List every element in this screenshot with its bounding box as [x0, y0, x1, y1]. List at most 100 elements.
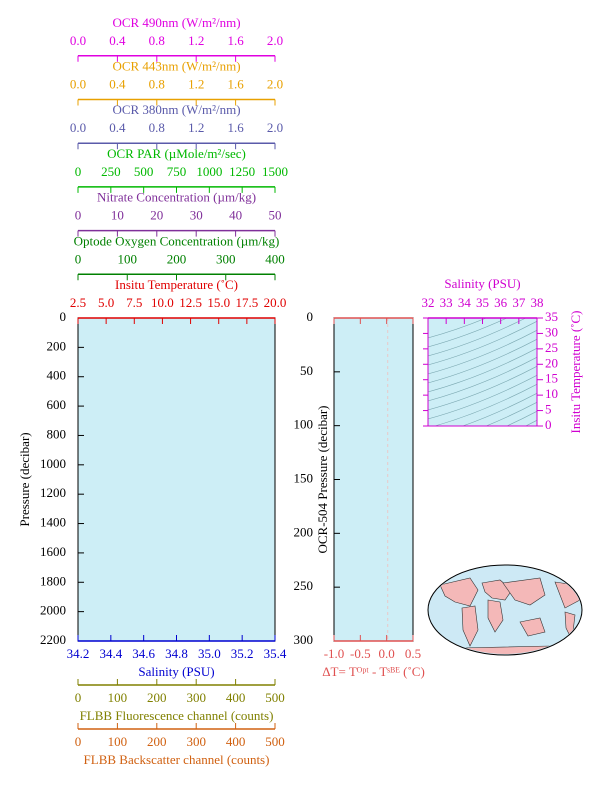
tick-label: 1.6 [227, 33, 244, 48]
tick-label: 0.0 [379, 646, 395, 661]
y-tick-label: 0 [545, 417, 552, 432]
tick-label: 20.0 [264, 295, 287, 310]
tick-label: 2.5 [70, 295, 86, 310]
tick-label: 0 [75, 690, 82, 705]
y-tick-label: 50 [300, 363, 313, 378]
contour [525, 419, 537, 426]
tick-label: 17.5 [235, 295, 258, 310]
axis-title: OCR 443nm (W/m²/nm) [112, 58, 240, 73]
density-contours [420, 318, 545, 547]
main-plot-area [78, 318, 275, 641]
tick-label: 35.2 [231, 646, 254, 661]
tick-label: 1.2 [188, 33, 204, 48]
tick-label: 0.8 [149, 120, 165, 135]
tick-label: 35 [476, 295, 489, 310]
ts-plot-area [428, 318, 537, 426]
y-tick-label: 1200 [40, 485, 66, 500]
tick-label: 34.2 [67, 646, 90, 661]
contour [420, 470, 545, 520]
tick-label: 1.6 [227, 120, 244, 135]
tick-label: 34.4 [99, 646, 122, 661]
y-tick-label: 0 [307, 309, 314, 324]
tick-label: 0.5 [405, 646, 421, 661]
contour [433, 383, 537, 426]
y-tick-label: 20 [545, 355, 558, 370]
contour [420, 488, 545, 538]
tick-label: 0 [75, 164, 82, 179]
contour [428, 356, 537, 402]
tick-label: 1500 [262, 164, 288, 179]
axis-title: Insitu Temperature (˚C) [115, 277, 238, 292]
tick-label: 36 [494, 295, 508, 310]
axis-title: ΔT= Tᴼᵖᵗ - Tˢᴮᴱ (˚C) [322, 664, 425, 679]
y-tick-label: 600 [47, 397, 67, 412]
axis-title: OCR PAR (µMole/m²/sec) [107, 146, 246, 161]
tick-label: 12.5 [179, 295, 202, 310]
y-tick-label: 1000 [40, 456, 66, 471]
y-tick-label: 2200 [40, 632, 66, 647]
tick-label: 1.6 [227, 76, 244, 91]
contour [420, 452, 545, 502]
tick-label: 20 [150, 208, 163, 223]
tick-label: -1.0 [324, 646, 345, 661]
tick-label: 34.8 [165, 646, 188, 661]
y-tick-label: 1800 [40, 573, 66, 588]
contour [420, 443, 545, 493]
tick-label: 38 [531, 295, 544, 310]
tick-label: -0.5 [350, 646, 371, 661]
y-tick-label: 400 [47, 368, 67, 383]
tick-label: 0 [75, 251, 82, 266]
contour [428, 318, 487, 339]
y-tick-label: 150 [294, 470, 314, 485]
tick-label: 100 [108, 690, 128, 705]
tick-label: 0.4 [109, 76, 126, 91]
tick-label: 500 [134, 164, 154, 179]
tick-label: 35.4 [264, 646, 287, 661]
y-tick-label: 1400 [40, 515, 66, 530]
tick-label: 2.0 [267, 76, 283, 91]
contour [420, 434, 545, 484]
contour [428, 338, 537, 384]
contour [506, 410, 537, 426]
tick-label: 2.0 [267, 33, 283, 48]
y-tick-label: 5 [545, 402, 552, 417]
contour [420, 425, 545, 475]
tick-label: 500 [265, 690, 285, 705]
tick-label: 0.0 [70, 76, 86, 91]
tick-label: 37 [512, 295, 526, 310]
tick-label: 300 [186, 734, 206, 749]
tick-label: 5.0 [98, 295, 114, 310]
y-tick-label: 200 [47, 338, 67, 353]
y-tick-label: 2000 [40, 603, 66, 618]
tick-label: 0.0 [70, 120, 86, 135]
tick-label: 40 [229, 208, 242, 223]
tick-label: 30 [190, 208, 203, 223]
tick-label: 200 [167, 251, 187, 266]
tick-label: 0.8 [149, 33, 165, 48]
tick-label: 7.5 [126, 295, 142, 310]
tick-label: 250 [101, 164, 121, 179]
y-tick-label: 0 [60, 309, 67, 324]
tick-label: 0 [75, 208, 82, 223]
tick-label: 0 [75, 734, 82, 749]
tick-label: 500 [265, 734, 285, 749]
tick-label: 1.2 [188, 120, 204, 135]
tick-label: 100 [118, 251, 138, 266]
tick-label: 32 [422, 295, 435, 310]
tick-label: 2.0 [267, 120, 283, 135]
tick-label: 15.0 [207, 295, 230, 310]
x-axis-title: Salinity (PSU) [444, 276, 520, 291]
tick-label: 1250 [229, 164, 255, 179]
tick-label: 1000 [196, 164, 222, 179]
axis-title: Optode Oxygen Concentration (µm/kg) [74, 233, 280, 248]
tick-label: 10 [111, 208, 124, 223]
tick-label: 100 [108, 734, 128, 749]
contour [420, 479, 545, 529]
y-tick-label: 10 [545, 386, 558, 401]
tick-label: 300 [186, 690, 206, 705]
tick-label: 200 [147, 690, 167, 705]
tick-label: 34.6 [132, 646, 155, 661]
contour [420, 497, 545, 547]
y-tick-label: 100 [294, 417, 314, 432]
